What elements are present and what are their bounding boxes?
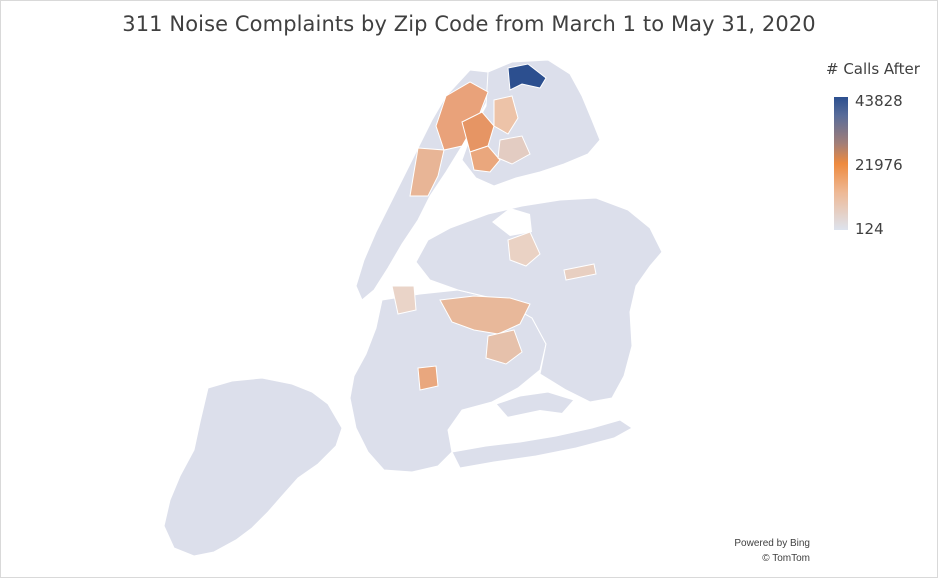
credit-tomtom: © TomTom bbox=[762, 553, 810, 564]
zip-queens-strip bbox=[563, 263, 597, 281]
legend-mid-value: 21976 bbox=[855, 156, 903, 174]
region-queens bbox=[415, 197, 663, 403]
zip-bronx-east bbox=[497, 135, 531, 165]
zip-brooklyn-north bbox=[391, 285, 417, 315]
map-title: 311 Noise Complaints by Zip Code from Ma… bbox=[122, 12, 816, 36]
zip-bronx-south-a bbox=[461, 111, 495, 153]
zip-brooklyn-central bbox=[439, 295, 531, 335]
water-body bbox=[492, 208, 532, 236]
zip-north-bronx-high bbox=[507, 63, 547, 91]
zip-harlem bbox=[409, 147, 445, 197]
zip-bronx-central bbox=[493, 95, 519, 135]
water-body-jamaica-bay bbox=[502, 410, 580, 434]
region-bronx bbox=[461, 59, 601, 187]
zip-brooklyn-south bbox=[417, 365, 439, 391]
region-staten-island bbox=[163, 377, 343, 557]
region-rockaway bbox=[451, 419, 633, 469]
zip-brooklyn-east bbox=[485, 329, 523, 365]
legend-color-scale bbox=[834, 97, 848, 230]
zip-bronx-south-b bbox=[469, 145, 501, 173]
legend-max-value: 43828 bbox=[855, 92, 903, 110]
zip-queens-west bbox=[507, 231, 541, 267]
legend-min-value: 124 bbox=[855, 220, 884, 238]
credit-bing: Powered by Bing bbox=[734, 538, 810, 549]
legend-title: # Calls After bbox=[826, 60, 920, 78]
